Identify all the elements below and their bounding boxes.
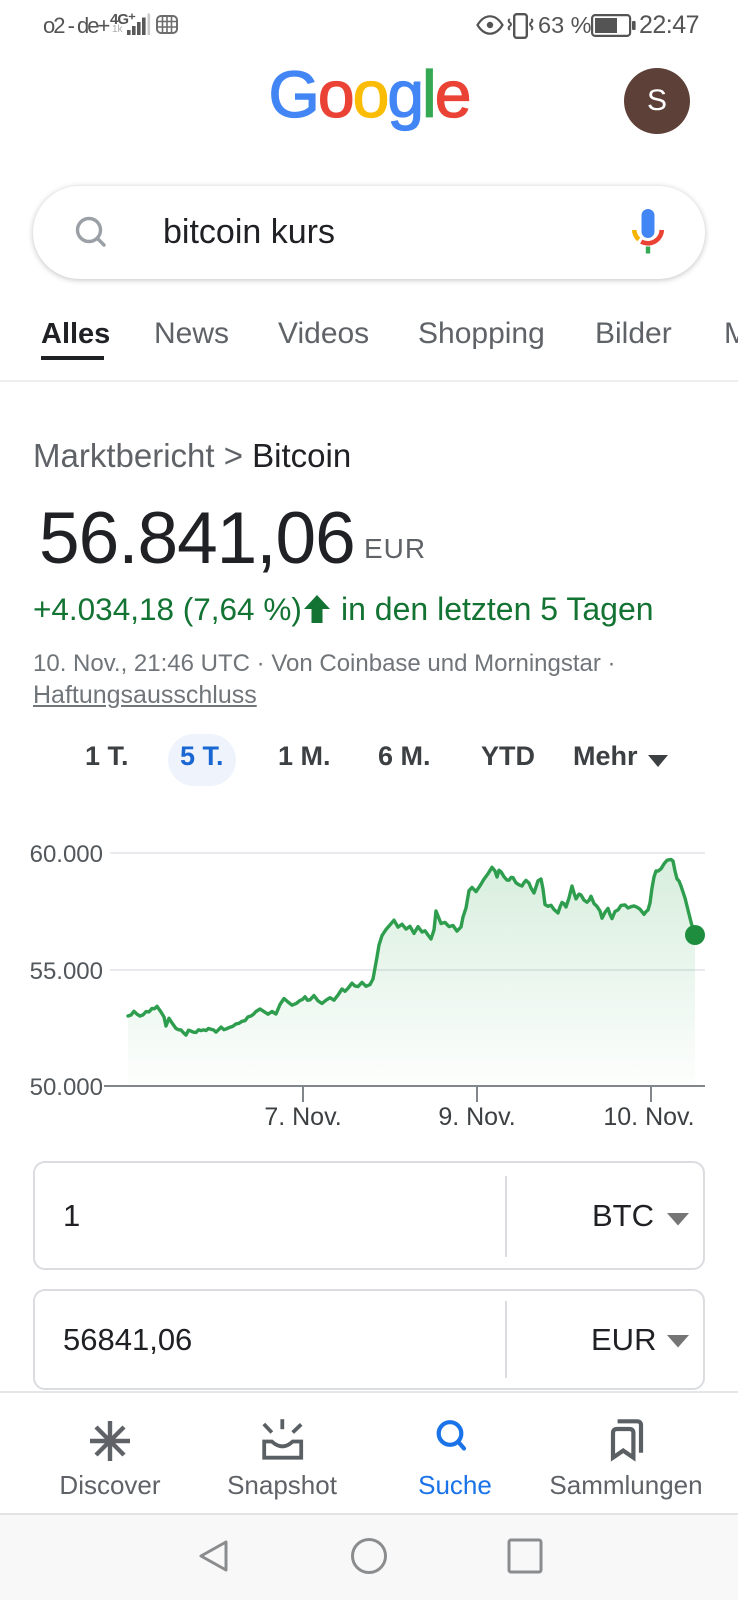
- svg-text:50.000: 50.000: [30, 1074, 103, 1101]
- svg-text:9. Nov.: 9. Nov.: [438, 1103, 515, 1131]
- svg-text:7. Nov.: 7. Nov.: [264, 1103, 341, 1131]
- svg-text:55.000: 55.000: [30, 958, 103, 985]
- svg-text:60.000: 60.000: [30, 841, 103, 868]
- svg-text:10. Nov.: 10. Nov.: [603, 1103, 694, 1131]
